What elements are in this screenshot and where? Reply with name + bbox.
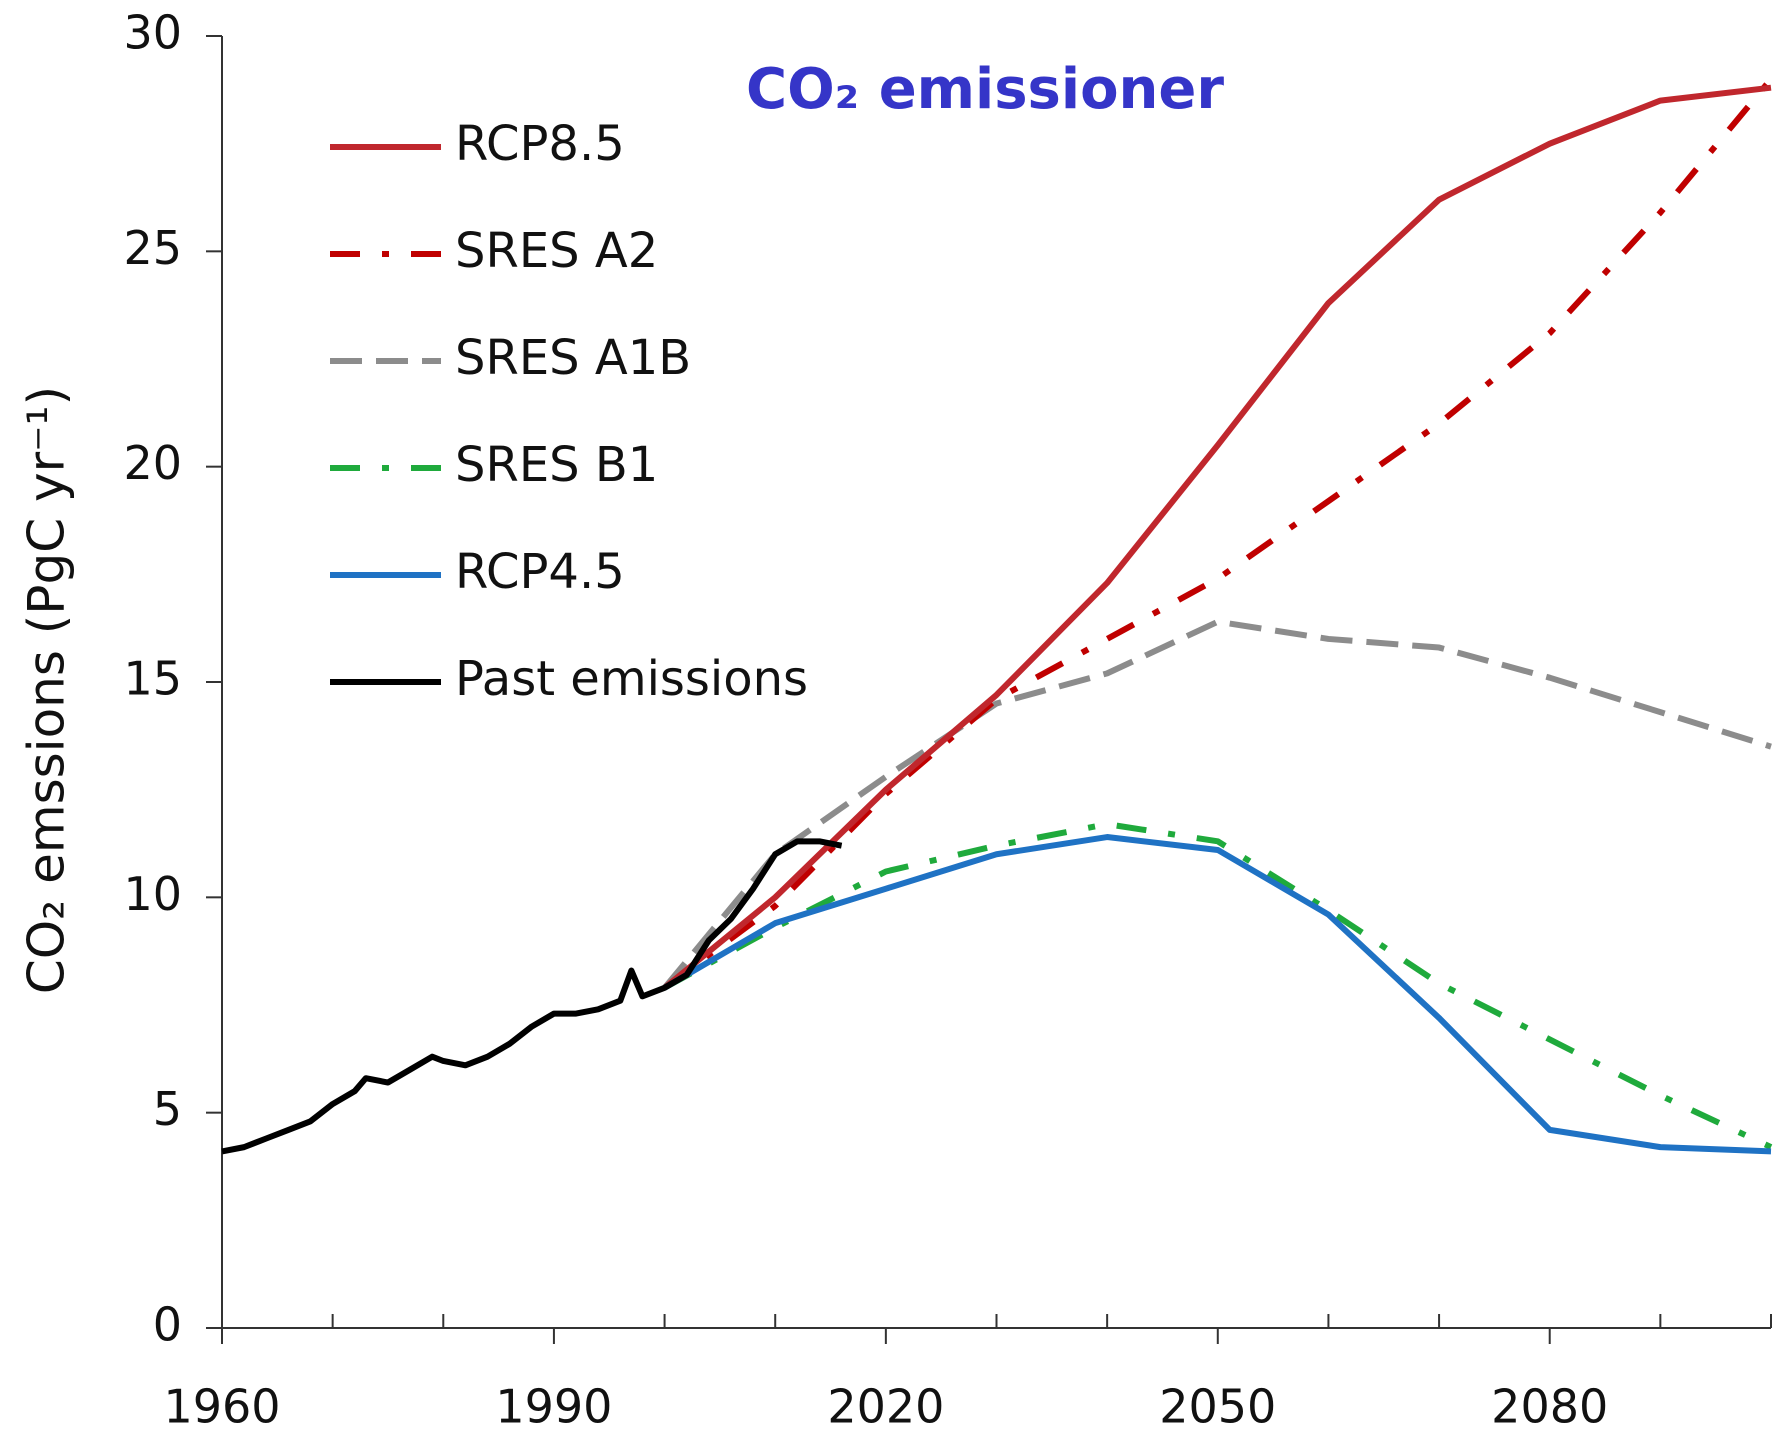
series-line [221, 838, 843, 1155]
y-tick-label: 20 [123, 436, 182, 490]
x-tick-label: 2020 [827, 1380, 944, 1434]
y-tick-label: 10 [123, 867, 182, 921]
x-tick-label: 1960 [163, 1380, 280, 1434]
legend-label: RCP8.5 [455, 116, 625, 172]
y-tick-label: 25 [123, 221, 182, 275]
x-tick-label: 2080 [1491, 1380, 1608, 1434]
legend-label: SRES B1 [455, 437, 658, 493]
y-tick-label: 5 [153, 1082, 182, 1136]
y-tick-label: 30 [123, 6, 182, 60]
chart-title: CO₂ emissioner [746, 57, 1224, 122]
legend-label: SRES A2 [455, 223, 658, 279]
legend-label: RCP4.5 [455, 544, 625, 600]
series-line [663, 821, 1773, 1150]
series-line [662, 77, 1774, 991]
y-axis-label: CO₂ emssions (PgC yr⁻¹) [18, 386, 76, 994]
series-line [662, 84, 1772, 991]
legend-label: SRES A1B [455, 330, 691, 386]
y-tick-label: 15 [123, 652, 182, 706]
y-tick-label: 0 [153, 1298, 182, 1352]
series-line [663, 834, 1772, 1155]
legend-label: Past emissions [455, 651, 808, 707]
x-tick-label: 1990 [495, 1380, 612, 1434]
series-line [662, 618, 1772, 990]
x-tick-label: 2050 [1159, 1380, 1276, 1434]
